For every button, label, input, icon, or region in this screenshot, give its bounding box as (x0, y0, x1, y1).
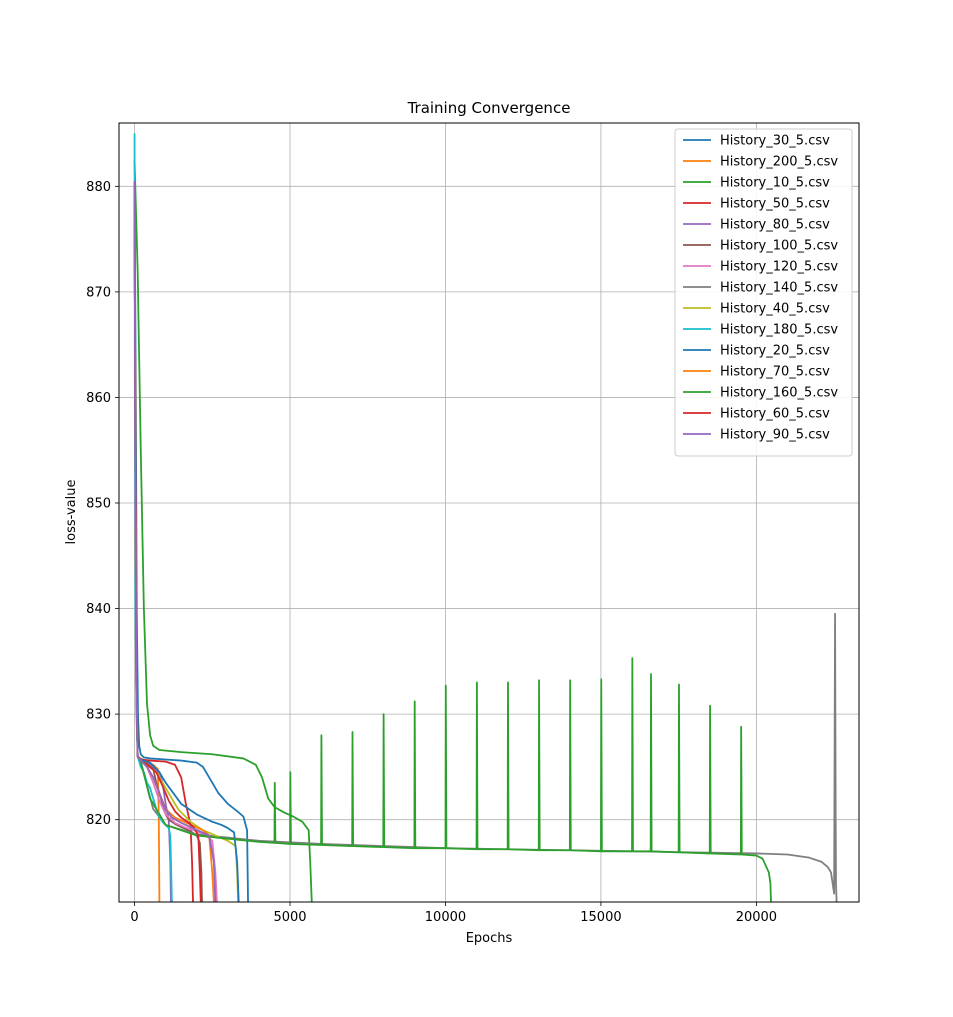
legend-entry: History_10_5.csv (720, 176, 830, 191)
y-tick-label: 820 (86, 813, 111, 828)
legend: History_30_5.csv History_200_5.csv History… (674, 128, 853, 457)
x-tick-label: 15000 (580, 910, 621, 925)
x-tick-label: 5000 (273, 910, 306, 925)
y-tick-label: 870 (86, 285, 111, 300)
series-line-3 (133, 159, 313, 902)
legend-entry: History_60_5.csv (720, 407, 830, 422)
legend-entry: History_40_5.csv (720, 302, 830, 317)
legend-entry: History_30_5.csv (720, 134, 830, 149)
y-tick-label: 830 (86, 708, 111, 723)
y-tick-label: 840 (86, 602, 111, 617)
axis-ticks: 0 5000 10000 15000 20000 820 830 840 850 860 870 88… (86, 180, 777, 925)
legend-box (674, 128, 853, 457)
legend-entry: History_90_5.csv (720, 428, 830, 443)
chart-title: Training Convergence (407, 99, 571, 117)
x-axis-label: Epochs (466, 931, 513, 946)
x-tick-label: 10000 (425, 910, 466, 925)
series-line-13 (133, 186, 772, 902)
x-tick-label: 0 (130, 910, 138, 925)
y-tick-label: 860 (86, 391, 111, 406)
legend-entry: History_70_5.csv (720, 365, 830, 380)
legend-entry: History_120_5.csv (720, 260, 838, 275)
y-axis-label: loss-value (64, 480, 79, 545)
y-tick-label: 880 (86, 180, 111, 195)
legend-entry: History_80_5.csv (720, 218, 830, 233)
x-tick-label: 20000 (736, 910, 777, 925)
legend-entry: History_160_5.csv (720, 386, 838, 401)
legend-entry: History_20_5.csv (720, 344, 830, 359)
legend-entry: History_140_5.csv (720, 281, 838, 296)
legend-entry: History_50_5.csv (720, 197, 830, 212)
series-lines (133, 133, 838, 902)
legend-entry: History_180_5.csv (720, 323, 838, 338)
plot-frame (118, 122, 860, 903)
series-line-15 (133, 181, 217, 902)
legend-entry: History_200_5.csv (720, 155, 838, 170)
y-tick-label: 850 (86, 497, 111, 512)
legend-entry: History_100_5.csv (720, 239, 838, 254)
